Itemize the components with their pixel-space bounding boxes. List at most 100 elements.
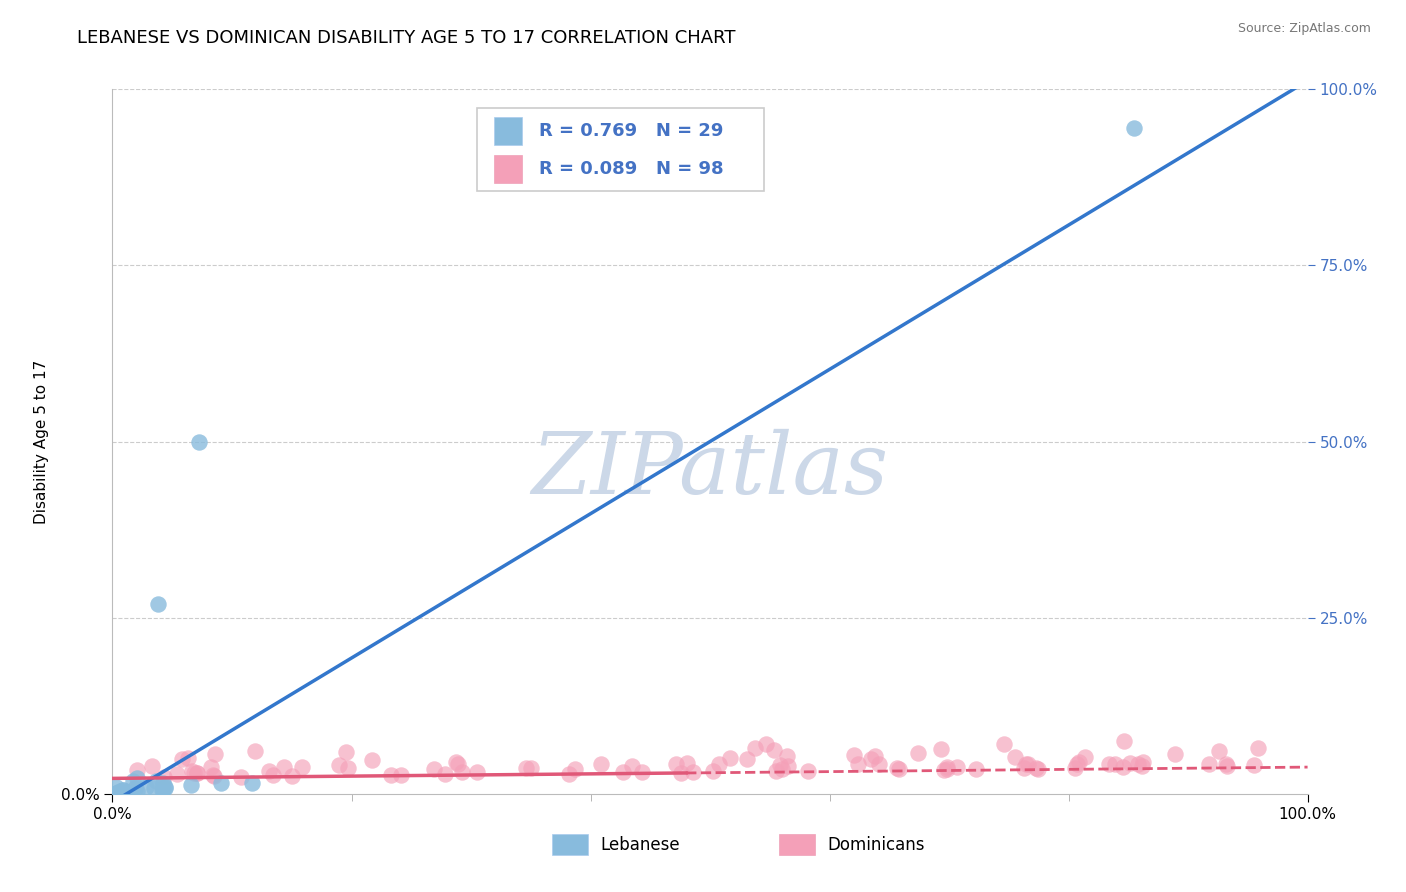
- Point: [669, 766, 692, 780]
- Point: [105, 780, 128, 794]
- Point: [1074, 749, 1097, 764]
- Point: [1164, 747, 1187, 761]
- Point: [243, 744, 266, 758]
- Point: [762, 743, 785, 757]
- Point: [702, 764, 724, 778]
- Point: [846, 757, 869, 772]
- Point: [868, 756, 890, 771]
- Point: [153, 780, 176, 795]
- Point: [770, 762, 793, 776]
- Point: [200, 760, 222, 774]
- Point: [965, 762, 987, 776]
- Point: [765, 764, 787, 778]
- Point: [1215, 759, 1237, 773]
- Point: [735, 751, 758, 765]
- Point: [124, 780, 146, 795]
- Point: [105, 786, 128, 800]
- Point: [115, 785, 138, 799]
- Point: [993, 737, 1015, 751]
- Point: [769, 758, 792, 772]
- Point: [1112, 760, 1135, 774]
- Point: [433, 767, 456, 781]
- Point: [111, 783, 134, 797]
- Point: [936, 760, 959, 774]
- Text: R = 0.769   N = 29: R = 0.769 N = 29: [538, 122, 724, 140]
- Point: [328, 757, 350, 772]
- Point: [108, 784, 131, 798]
- Point: [229, 770, 252, 784]
- Point: [183, 766, 205, 780]
- FancyBboxPatch shape: [477, 108, 763, 192]
- Point: [465, 764, 488, 779]
- Point: [1026, 762, 1049, 776]
- Point: [775, 748, 797, 763]
- Point: [1119, 756, 1142, 771]
- Point: [755, 737, 778, 751]
- Point: [1126, 756, 1149, 771]
- Point: [1012, 761, 1035, 775]
- Point: [262, 768, 284, 782]
- Point: [676, 756, 699, 770]
- Point: [257, 764, 280, 779]
- Bar: [494, 154, 523, 183]
- Point: [1123, 120, 1146, 135]
- Point: [778, 759, 800, 773]
- Point: [1130, 758, 1153, 772]
- Point: [842, 748, 865, 763]
- Point: [444, 756, 467, 770]
- Point: [1067, 756, 1090, 770]
- Point: [887, 762, 910, 776]
- Point: [380, 768, 402, 782]
- Point: [796, 764, 818, 778]
- Point: [612, 764, 634, 779]
- Point: [907, 747, 929, 761]
- Point: [108, 785, 131, 799]
- Bar: [553, 834, 588, 855]
- Point: [1132, 755, 1154, 769]
- Point: [153, 780, 176, 794]
- Point: [181, 764, 204, 778]
- Point: [450, 765, 472, 780]
- Point: [177, 751, 200, 765]
- Point: [1015, 757, 1038, 772]
- Point: [187, 434, 209, 449]
- Point: [127, 784, 149, 798]
- Point: [1063, 761, 1085, 775]
- Point: [447, 757, 470, 772]
- Point: [520, 761, 543, 775]
- Point: [564, 762, 586, 776]
- Point: [121, 785, 143, 799]
- Point: [112, 783, 135, 797]
- Point: [150, 782, 173, 797]
- Point: [865, 748, 887, 763]
- Point: [186, 766, 208, 780]
- Bar: [494, 117, 523, 145]
- Point: [145, 774, 167, 789]
- Text: Dominicans: Dominicans: [827, 836, 925, 854]
- Point: [105, 786, 128, 800]
- Point: [361, 753, 384, 767]
- Point: [273, 760, 295, 774]
- Point: [291, 759, 314, 773]
- Bar: [779, 834, 815, 855]
- Point: [125, 771, 148, 785]
- Point: [1114, 734, 1136, 748]
- Point: [202, 768, 225, 782]
- Point: [202, 768, 225, 782]
- Point: [886, 761, 908, 775]
- Point: [682, 764, 704, 779]
- Point: [146, 597, 169, 611]
- Point: [620, 759, 643, 773]
- Point: [240, 776, 263, 790]
- Point: [929, 742, 952, 756]
- Point: [1243, 757, 1265, 772]
- Point: [211, 776, 233, 790]
- Point: [1097, 756, 1119, 771]
- Point: [166, 767, 188, 781]
- Text: ZIPatlas: ZIPatlas: [531, 428, 889, 511]
- Point: [142, 780, 165, 795]
- Point: [744, 740, 766, 755]
- Point: [1004, 750, 1026, 764]
- Point: [152, 770, 174, 784]
- Point: [180, 778, 202, 792]
